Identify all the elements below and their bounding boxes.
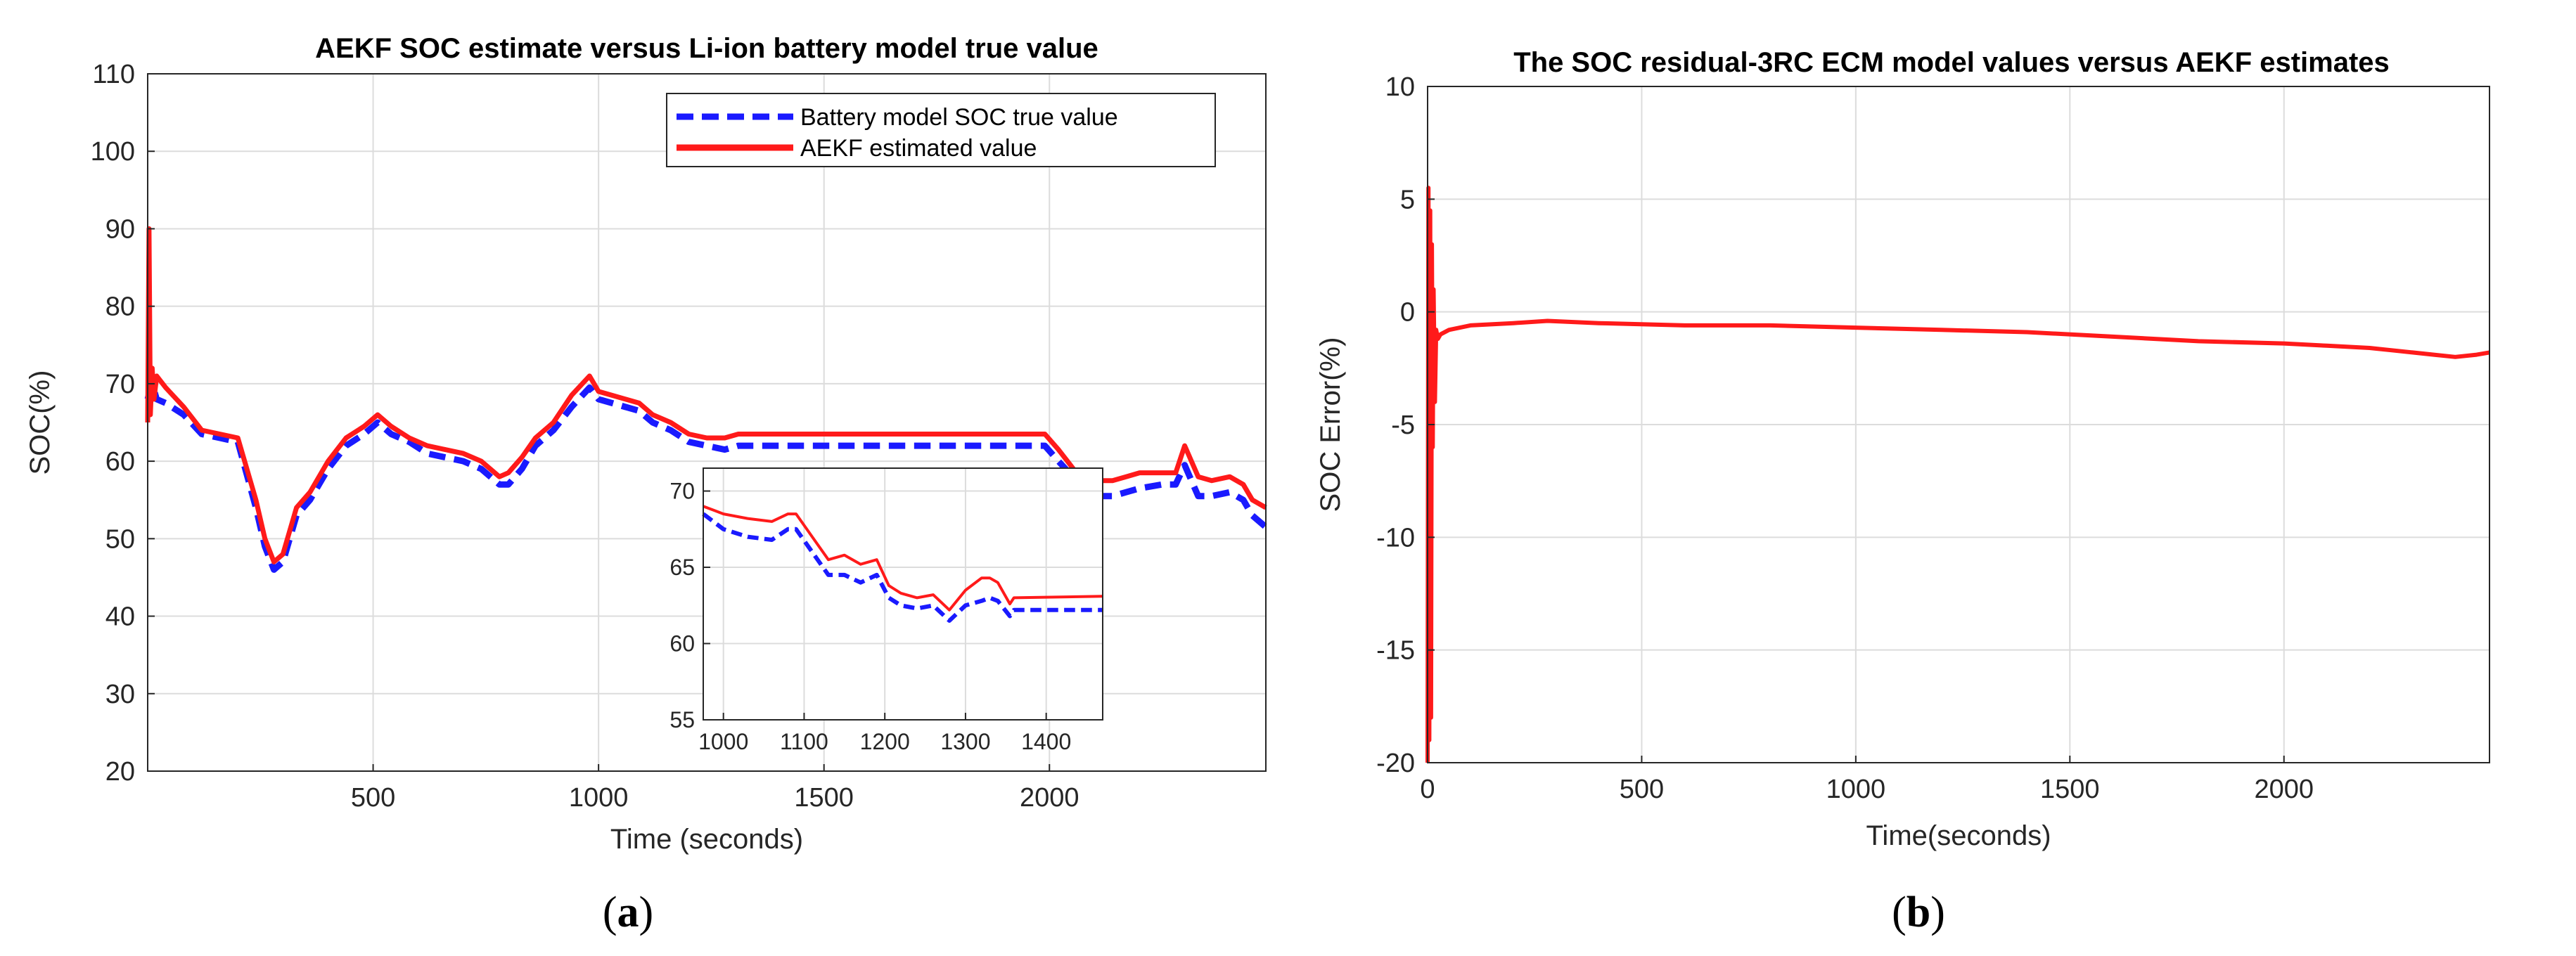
y-tick-label: -20 — [1376, 749, 1415, 778]
x-tick-label: 1300 — [940, 729, 990, 754]
x-tick-label: 1200 — [860, 729, 910, 754]
y-tick-label: 55 — [669, 707, 695, 732]
x-tick-label: 500 — [351, 783, 395, 813]
y-tick-label: 40 — [105, 602, 135, 632]
panel-a-ylabel: SOC(%) — [25, 370, 56, 475]
panel-b-title: The SOC residual-3RC ECM model values ve… — [1513, 47, 2390, 78]
caption-a: (a) — [603, 889, 653, 936]
caption-b: (b) — [1892, 889, 1945, 936]
panel-a-xlabel: Time (seconds) — [610, 824, 803, 855]
y-tick-label: 65 — [669, 555, 695, 580]
y-tick-label: 80 — [105, 292, 135, 322]
y-tick-label: 20 — [105, 757, 135, 787]
x-tick-label: 1100 — [780, 729, 828, 754]
inset-ticks: 1000 1100 1200 1300 1400 55 60 65 70 — [669, 479, 1071, 754]
x-tick-label: 1000 — [1826, 775, 1886, 804]
inset-series — [702, 505, 1103, 623]
x-tick-label: 1400 — [1021, 729, 1071, 754]
y-tick-label: 90 — [105, 214, 135, 244]
panel-a-inset: 1000 1100 1200 1300 1400 55 60 65 70 — [669, 467, 1103, 754]
legend-label-true-value: Battery model SOC true value — [800, 104, 1118, 131]
x-tick-label: 2000 — [2254, 775, 2314, 804]
series-aekf-line — [145, 226, 1267, 564]
y-tick-label: 70 — [669, 479, 695, 504]
series-true-value-line — [144, 380, 1268, 573]
x-tick-label: 1000 — [569, 783, 629, 813]
inset-aekf-line — [703, 505, 1103, 612]
legend-label-aekf: AEKF estimated value — [800, 135, 1037, 162]
y-tick-label: 50 — [105, 524, 135, 554]
x-tick-label: 1500 — [794, 783, 854, 813]
inset-true-value-line — [702, 512, 1103, 623]
panel-a-legend: Battery model SOC true value AEKF estima… — [666, 93, 1216, 167]
x-tick-label: 500 — [1620, 775, 1664, 804]
panel-b-xlabel: Time(seconds) — [1866, 820, 2051, 851]
y-tick-label: -5 — [1391, 411, 1415, 440]
x-tick-label: 1500 — [2040, 775, 2100, 804]
panel-a-title: AEKF SOC estimate versus Li-ion battery … — [315, 33, 1098, 64]
panel-a: AEKF SOC estimate versus Li-ion battery … — [25, 33, 1268, 855]
y-tick-label: 60 — [105, 447, 135, 477]
panel-b-ylabel: SOC Error(%) — [1315, 337, 1346, 512]
panel-b: The SOC residual-3RC ECM model values ve… — [1315, 47, 2490, 851]
y-tick-label: 0 — [1400, 298, 1415, 328]
y-tick-label: 30 — [105, 680, 135, 709]
panel-a-series — [144, 226, 1268, 573]
legend-box — [666, 93, 1216, 167]
y-tick-label: 60 — [669, 631, 695, 657]
inset-axes-box — [703, 467, 1103, 721]
y-tick-label: 100 — [91, 137, 135, 167]
y-tick-label: -15 — [1376, 636, 1415, 666]
y-tick-label: -10 — [1376, 523, 1415, 553]
y-tick-label: 70 — [105, 370, 135, 399]
y-tick-label: 10 — [1385, 72, 1415, 102]
y-tick-label: 110 — [92, 60, 135, 89]
x-tick-label: 1000 — [698, 729, 748, 754]
panel-b-ticks: 0 500 1000 1500 2000 -20 -15 -10 -5 0 5 10 — [1376, 72, 2314, 804]
panel-a-ticks: 500 1000 1500 2000 20 30 40 50 60 70 80 90 100 110 — [91, 60, 1079, 813]
x-tick-label: 0 — [1420, 775, 1435, 804]
y-tick-label: 5 — [1400, 185, 1415, 214]
panel-a-axes-box — [147, 73, 1267, 772]
x-tick-label: 2000 — [1020, 783, 1079, 813]
